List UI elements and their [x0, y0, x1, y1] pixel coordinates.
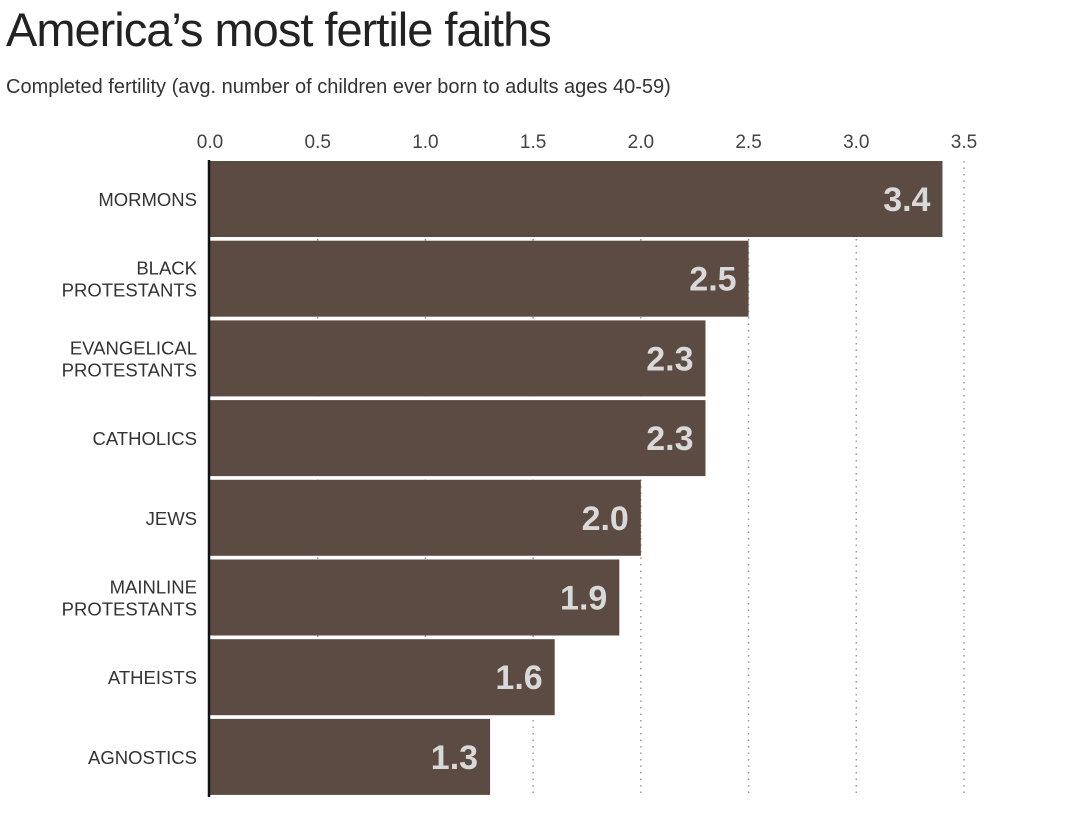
data-label: 3.4: [883, 181, 930, 219]
bar: [210, 240, 749, 317]
category-label: BLACK PROTESTANTS: [62, 258, 198, 301]
category-label: MORMONS: [98, 189, 197, 210]
data-label: 1.6: [495, 659, 542, 697]
chart-title: America’s most fertile faiths: [6, 3, 552, 56]
x-tick-label: 0.0: [197, 132, 223, 153]
x-tick-label: 2.5: [735, 132, 761, 153]
category-label: CATHOLICS: [92, 428, 197, 449]
bar: [210, 479, 641, 556]
data-label: 1.9: [560, 580, 607, 618]
data-label: 2.5: [689, 261, 736, 299]
bar: [210, 639, 555, 716]
data-label: 2.0: [582, 500, 629, 538]
data-label: 1.3: [431, 739, 478, 777]
bar: [210, 718, 491, 795]
bar: [210, 559, 620, 636]
x-tick-label: 3.5: [951, 132, 977, 153]
category-label: AGNOSTICS: [88, 747, 197, 768]
category-label: EVANGELICAL PROTESTANTS: [62, 337, 197, 380]
x-tick-label: 1.5: [520, 132, 546, 153]
data-label: 2.3: [646, 420, 693, 458]
bar: [210, 400, 706, 477]
chart-subtitle: Completed fertility (avg. number of chil…: [6, 76, 671, 98]
x-tick-label: 2.0: [628, 132, 654, 153]
category-label: JEWS: [146, 508, 197, 529]
bar: [210, 320, 706, 397]
data-label: 2.3: [646, 340, 693, 378]
bar: [210, 161, 943, 237]
category-label: ATHEISTS: [108, 667, 197, 688]
x-tick-label: 1.0: [412, 132, 438, 153]
x-tick-label: 0.5: [305, 132, 331, 153]
x-tick-label: 3.0: [843, 132, 869, 153]
category-label: MAINLINE PROTESTANTS: [62, 577, 197, 620]
